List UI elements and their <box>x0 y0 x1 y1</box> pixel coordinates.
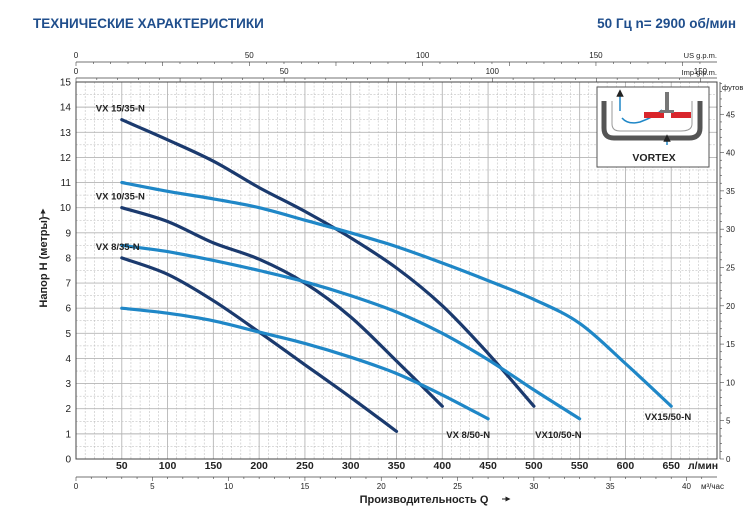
x-axis-label: Производительность Q <box>360 494 489 506</box>
unit-feet: футов <box>722 83 743 92</box>
feet-tick-label: 25 <box>726 263 735 272</box>
y-tick-label: 12 <box>60 153 72 164</box>
x-tick-label: 400 <box>434 460 452 472</box>
unit-us: US g.p.m. <box>684 51 717 60</box>
series-line-vx15-50-n <box>120 180 673 408</box>
feet-tick-label: 20 <box>726 302 735 311</box>
y-tick-label: 1 <box>65 429 71 440</box>
feet-tick-label: 40 <box>726 149 735 158</box>
feet-tick-label: 30 <box>726 225 735 234</box>
y-tick-label: 4 <box>65 354 71 365</box>
x-tick-label: 350 <box>388 460 406 472</box>
us-gpm-tick-label: 100 <box>416 51 430 60</box>
spec-label: 50 Гц n= 2900 об/мин <box>597 16 736 31</box>
series-label-vx10-50-n: VX10/50-N <box>535 430 582 441</box>
us-gpm-tick-label: 0 <box>74 51 79 60</box>
m3h-tick-label: 40 <box>682 482 691 491</box>
y-tick-label: 5 <box>65 329 71 340</box>
y-axis-label: Напор H (метры) <box>38 216 50 307</box>
y-tick-label: 13 <box>60 128 72 139</box>
series-line-vx10-50-n <box>120 243 582 421</box>
imp-gpm-tick-label: 150 <box>694 67 708 76</box>
series-label-vx-8-50-n: VX 8/50-N <box>446 430 490 441</box>
x-tick-label: 200 <box>250 460 268 472</box>
unit-imp: Imp g.p.m. <box>682 68 717 77</box>
y-tick-label: 10 <box>60 203 72 214</box>
series-line-vx-15-35-n <box>120 118 536 408</box>
y-tick-label: 14 <box>60 103 72 114</box>
imp-gpm-tick-label: 50 <box>280 67 289 76</box>
feet-tick-label: 35 <box>726 187 735 196</box>
x-tick-label: 600 <box>617 460 635 472</box>
x-tick-label: 100 <box>159 460 177 472</box>
m3h-tick-label: 20 <box>377 482 386 491</box>
x-tick-label: 150 <box>205 460 223 472</box>
imp-gpm-tick-label: 0 <box>74 67 79 76</box>
y-tick-label: 8 <box>65 253 71 264</box>
series-lines <box>120 118 673 433</box>
x-tick-label: 550 <box>571 460 589 472</box>
vortex-impeller-icon <box>601 89 703 145</box>
series-label-vx15-50-n: VX15/50-N <box>645 412 692 423</box>
y-tick-label: 6 <box>65 304 71 315</box>
unit-lmin: л/мин <box>688 460 718 472</box>
imp-gpm-tick-label: 100 <box>486 67 500 76</box>
vortex-label: VORTEX <box>632 152 675 164</box>
vortex-inset: VORTEX <box>596 86 710 168</box>
feet-tick-label: 45 <box>726 110 735 119</box>
m3h-tick-label: 0 <box>74 482 79 491</box>
m3h-tick-label: 10 <box>224 482 233 491</box>
unit-m3h: м³/час <box>701 482 724 491</box>
series-label-vx-15-35-n: VX 15/35-N <box>96 104 145 115</box>
m3h-tick-label: 5 <box>150 482 155 491</box>
m3h-tick-label: 15 <box>300 482 309 491</box>
feet-tick-label: 0 <box>726 455 731 464</box>
series-labels: VX 15/35-N VX 10/35-N VX 8/35-N VX15/50-N VX… <box>96 104 692 441</box>
plot-frame <box>75 81 718 460</box>
m3h-tick-label: 30 <box>529 482 538 491</box>
us-gpm-tick-label: 150 <box>589 51 603 60</box>
y-tick-label: 9 <box>65 228 71 239</box>
y-tick-label: 0 <box>65 455 71 466</box>
page-title: ТЕХНИЧЕСКИЕ ХАРАКТЕРИСТИКИ <box>33 16 264 31</box>
feet-tick-label: 10 <box>726 378 735 387</box>
m3h-tick-label: 25 <box>453 482 462 491</box>
y-tick-label: 7 <box>65 279 71 290</box>
x-tick-label: 500 <box>525 460 543 472</box>
series-label-vx-10-35-n: VX 10/35-N <box>96 192 145 203</box>
m3h-tick-label: 35 <box>606 482 615 491</box>
y-tick-label: 2 <box>65 404 71 415</box>
feet-tick-label: 15 <box>726 340 735 349</box>
series-line-vx-8-50-n <box>120 306 490 421</box>
y-tick-label: 11 <box>61 178 72 189</box>
us-gpm-tick-label: 50 <box>245 51 254 60</box>
x-tick-label: 450 <box>479 460 497 472</box>
x-tick-label: 50 <box>116 460 128 472</box>
x-tick-label: 300 <box>342 460 360 472</box>
series-label-vx-8-35-n: VX 8/35-N <box>96 242 140 253</box>
series-line-vx-10-35-n <box>120 206 444 408</box>
axes <box>75 61 724 481</box>
y-tick-label: 3 <box>65 379 71 390</box>
feet-tick-label: 5 <box>726 417 731 426</box>
x-tick-label: 250 <box>296 460 314 472</box>
x-tick-label: 650 <box>662 460 680 472</box>
y-tick-label: 15 <box>60 78 72 89</box>
